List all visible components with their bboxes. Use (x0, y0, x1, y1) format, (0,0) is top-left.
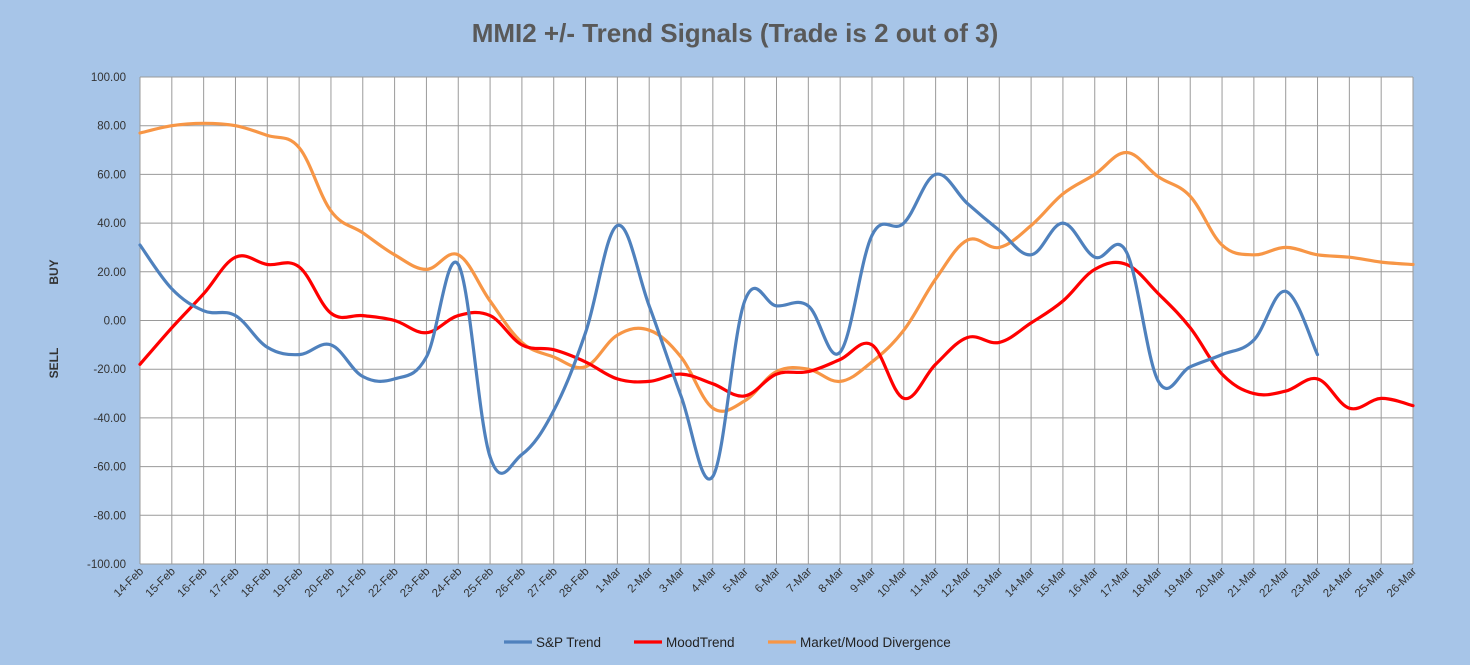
x-tick-label: 18-Mar (1130, 566, 1164, 600)
y-tick-label: 40.00 (97, 218, 126, 230)
x-tick-label: 6-Mar (753, 566, 783, 596)
x-tick-label: 5-Mar (721, 566, 751, 596)
y-axis-ticks: 100.00 80.00 60.00 40.00 20.00 0.00 -20.00 -40.… (87, 72, 126, 571)
x-tick-label: 10-Mar (876, 566, 910, 600)
x-tick-label: 12-Mar (939, 566, 973, 600)
x-tick-label: 23-Feb (398, 566, 432, 600)
series-lines (138, 121, 1415, 481)
x-tick-label: 15-Feb (144, 566, 178, 600)
y-tick-label: 80.00 (97, 121, 126, 133)
x-tick-label: 13-Mar (971, 566, 1005, 600)
y-tick-label: 20.00 (97, 267, 126, 279)
y-tick-label: -60.00 (93, 462, 126, 474)
x-tick-label: 20-Feb (303, 566, 337, 600)
x-axis-ticks: 14-Feb15-Feb16-Feb17-Feb18-Feb19-Feb20-F… (112, 566, 1419, 600)
x-tick-label: 24-Mar (1321, 566, 1355, 600)
x-tick-label: 21-Mar (1226, 566, 1260, 600)
x-tick-label: 21-Feb (335, 566, 369, 600)
x-tick-label: 25-Feb (462, 566, 496, 600)
x-tick-label: 7-Mar (785, 566, 815, 596)
x-tick-label: 28-Feb (557, 566, 591, 600)
series-line-s-p-trend (138, 172, 1320, 481)
x-tick-label: 3-Mar (657, 566, 687, 596)
x-tick-label: 4-Mar (689, 566, 719, 596)
x-tick-label: 22-Mar (1258, 566, 1292, 600)
x-tick-label: 8-Mar (817, 566, 847, 596)
x-tick-label: 9-Mar (848, 566, 878, 596)
x-tick-label: 19-Feb (271, 566, 305, 600)
y-tick-label: 0.00 (104, 316, 126, 328)
x-tick-label: 2-Mar (626, 566, 656, 596)
x-tick-label: 27-Feb (526, 566, 560, 600)
x-tick-label: 1-Mar (594, 566, 624, 596)
x-tick-label: 17-Mar (1098, 566, 1132, 600)
x-tick-label: 14-Mar (1003, 566, 1037, 600)
x-tick-label: 16-Feb (176, 566, 210, 600)
y-tick-label: -80.00 (93, 510, 126, 522)
y-tick-label: 100.00 (91, 72, 126, 84)
grid-lines (139, 76, 1414, 565)
legend: S&P Trend MoodTrend Market/Mood Divergence (504, 635, 951, 650)
series-line-moodtrend (138, 254, 1415, 411)
x-tick-label: 25-Mar (1353, 566, 1387, 600)
x-tick-label: 26-Feb (494, 566, 528, 600)
chart-title: MMI2 +/- Trend Signals (Trade is 2 out o… (471, 18, 999, 48)
sell-label: SELL (47, 348, 61, 379)
series-line-market-mood-divergence (138, 121, 1415, 413)
legend-label: Market/Mood Divergence (800, 635, 951, 650)
x-tick-label: 15-Mar (1035, 566, 1069, 600)
x-tick-label: 20-Mar (1194, 566, 1228, 600)
x-tick-label: 18-Feb (239, 566, 273, 600)
x-tick-label: 24-Feb (430, 566, 464, 600)
x-tick-label: 22-Feb (366, 566, 400, 600)
y-tick-label: 60.00 (97, 169, 126, 181)
y-tick-label: -100.00 (87, 559, 126, 571)
buy-label: BUY (47, 259, 61, 284)
x-tick-label: 19-Mar (1162, 566, 1196, 600)
x-tick-label: 11-Mar (908, 566, 942, 600)
x-tick-label: 23-Mar (1289, 566, 1323, 600)
x-tick-label: 16-Mar (1067, 566, 1101, 600)
x-tick-label: 26-Mar (1385, 566, 1419, 600)
y-tick-label: -40.00 (93, 413, 126, 425)
y-tick-label: -20.00 (93, 364, 126, 376)
legend-label: S&P Trend (536, 635, 601, 650)
x-tick-label: 17-Feb (207, 566, 241, 600)
legend-label: MoodTrend (666, 635, 735, 650)
